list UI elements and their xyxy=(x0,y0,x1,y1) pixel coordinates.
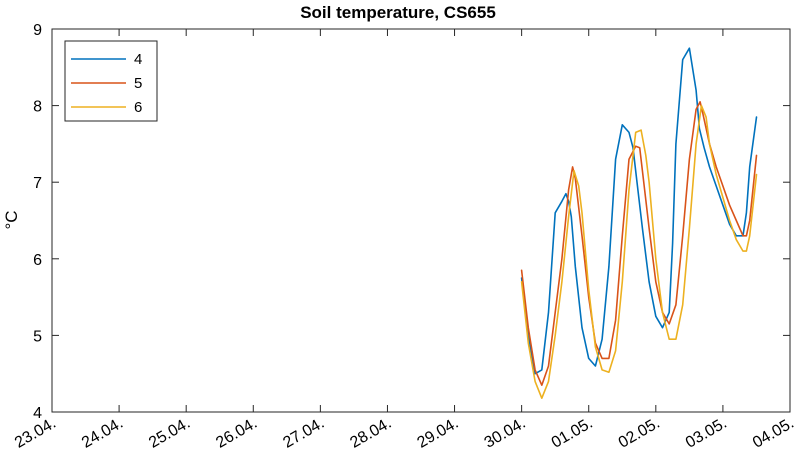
x-tick-label: 29.04. xyxy=(415,415,462,452)
legend-label: 4 xyxy=(134,51,142,68)
legend-label: 6 xyxy=(134,99,142,116)
series-line-6 xyxy=(520,104,758,400)
series-group xyxy=(520,47,758,400)
legend: 4 5 6 xyxy=(64,40,158,122)
y-tick-label: 6 xyxy=(33,252,42,269)
x-tick-label: 26.04. xyxy=(213,415,260,452)
x-tick-label: 30.04. xyxy=(482,415,529,452)
x-tick-label: 27.04. xyxy=(280,415,327,452)
x-tick-label: 01.05. xyxy=(549,415,596,452)
y-tick-label: 7 xyxy=(33,175,42,192)
y-tick-label: 4 xyxy=(33,405,42,422)
series-line-5 xyxy=(520,101,758,387)
plot-area xyxy=(51,28,791,413)
x-tick-label: 28.04. xyxy=(347,415,394,452)
x-tick-label: 04.05. xyxy=(750,415,797,452)
chart-title: Soil temperature, CS655 xyxy=(300,3,496,22)
y-tick-label: 5 xyxy=(33,328,42,345)
x-tick-label: 25.04. xyxy=(146,415,193,452)
legend-label: 5 xyxy=(134,75,142,92)
x-tick-label: 24.04. xyxy=(79,415,126,452)
y-axis: 4 5 6 7 8 9 xyxy=(33,22,790,422)
y-tick-label: 9 xyxy=(33,22,42,39)
legend-box xyxy=(64,40,158,122)
y-axis-label: °C xyxy=(2,210,21,229)
x-tick-label: 03.05. xyxy=(683,415,730,452)
y-tick-label: 8 xyxy=(33,99,42,116)
x-tick-label: 02.05. xyxy=(616,415,663,452)
series-line-4 xyxy=(520,47,758,375)
